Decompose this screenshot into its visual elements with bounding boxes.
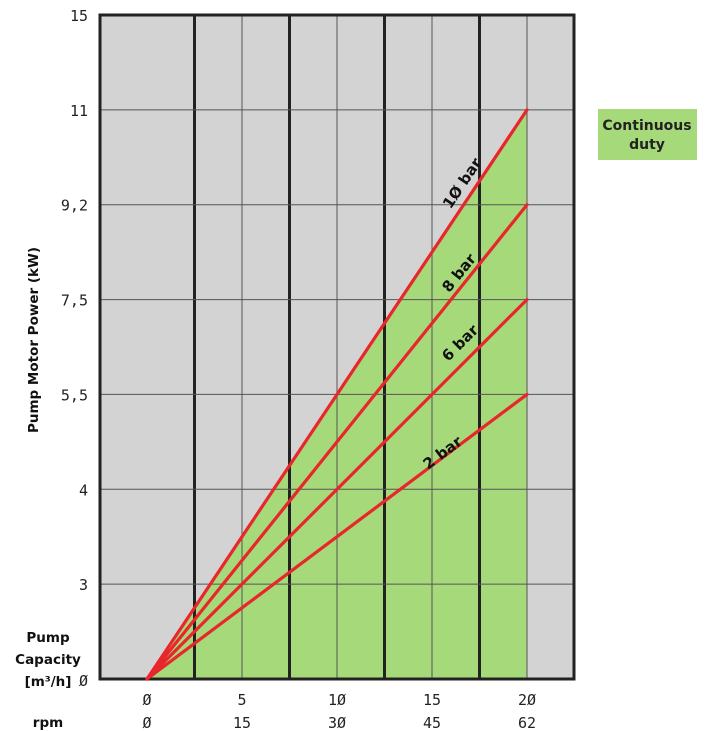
series-line-1 xyxy=(145,203,529,681)
plot-frame xyxy=(98,13,576,681)
y-tick-label: 5,5 xyxy=(61,386,88,404)
x-tick-label: Ø xyxy=(142,691,151,709)
y-tick-label: 11 xyxy=(70,102,88,120)
x-tick-label: 2Ø xyxy=(518,691,536,709)
x-axis-label-line-1: Pump xyxy=(26,630,70,646)
y-tick-label: 9,2 xyxy=(61,197,88,215)
series-line-0 xyxy=(145,108,529,681)
x-axis-label-line-2: Capacity xyxy=(15,652,81,668)
y-axis-label: Pump Motor Power (kW) xyxy=(26,247,42,433)
x-axis-label: Pump Capacity [m³/h] xyxy=(15,630,81,690)
y-tick-label: 4 xyxy=(79,481,88,499)
rpm-tick-label: 3Ø xyxy=(328,714,346,731)
x-axis-label-line-3: [m³/h] xyxy=(25,674,72,690)
legend-text-line-2: duty xyxy=(629,137,665,153)
series-line-2 xyxy=(145,297,529,681)
x-tick-label: 1Ø xyxy=(328,691,346,709)
x-tick-label: 5 xyxy=(237,691,246,709)
y-tick-label: 7,5 xyxy=(61,292,88,310)
x-tick-label: 15 xyxy=(423,691,441,709)
y-tick-label: 15 xyxy=(70,7,88,25)
series-line-3 xyxy=(145,392,529,681)
rpm-tick-label: 15 xyxy=(233,714,251,731)
rpm-tick-label: 45 xyxy=(423,714,441,731)
rpm-tick-label: 62 xyxy=(518,714,536,731)
legend-text-line-1: Continuous xyxy=(602,118,691,134)
y-tick-label-origin: Ø xyxy=(79,672,88,690)
legend-swatch xyxy=(598,109,697,160)
rpm-label: rpm xyxy=(33,715,63,731)
legend: Continuous duty xyxy=(598,109,697,160)
rpm-tick-label: Ø xyxy=(142,714,151,731)
y-tick-label: 3 xyxy=(79,576,88,594)
